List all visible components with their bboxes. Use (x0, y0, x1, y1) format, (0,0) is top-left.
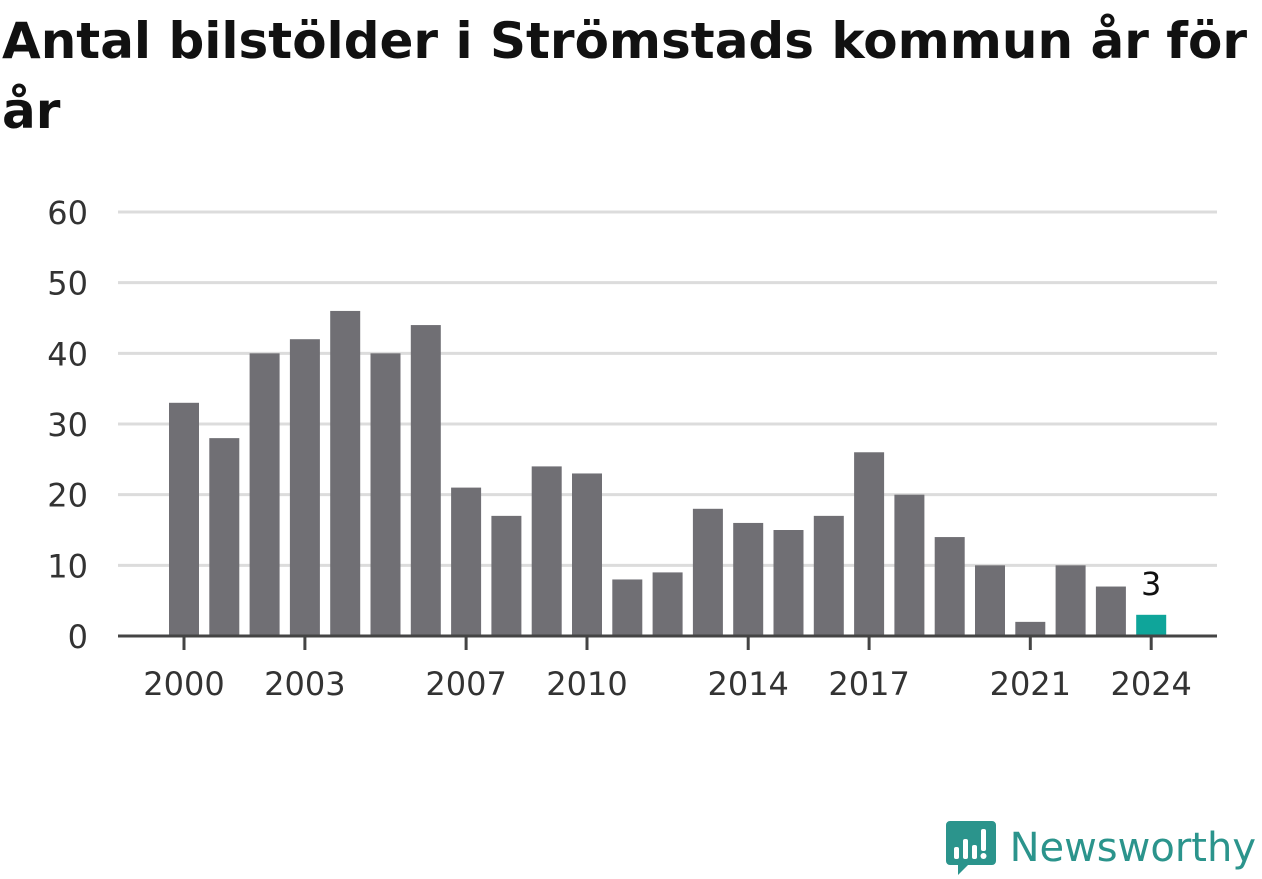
data-label: 3 (1141, 565, 1161, 603)
bar (289, 339, 320, 636)
bar (894, 494, 925, 636)
newsworthy-logo-icon (945, 821, 996, 875)
bar (692, 508, 723, 636)
bar (1095, 586, 1126, 636)
bar (773, 530, 804, 636)
x-tick-label: 2010 (546, 665, 627, 703)
bar (975, 565, 1005, 636)
y-tick-label: 10 (47, 547, 88, 585)
bar (330, 310, 361, 636)
x-axis-ticks: 2000 2003 2007 2010 2014 2017 2021 2024 (143, 636, 1192, 703)
y-tick-label: 20 (47, 477, 88, 515)
bar (169, 402, 199, 636)
bar (854, 452, 885, 636)
bar (209, 438, 240, 636)
bar (249, 353, 280, 636)
bar (451, 487, 482, 636)
y-tick-label: 0 (68, 618, 88, 656)
chart-title: Antal bilstölder i Strömstads kommun år … (2, 12, 1248, 140)
x-tick-label: 2024 (1110, 665, 1191, 703)
brand-name: Newsworthy (1009, 825, 1256, 871)
brand-logo: Newsworthy (945, 821, 1256, 875)
gridlines (118, 210, 1217, 567)
bar (370, 353, 401, 636)
bar (733, 522, 764, 636)
x-tick-label: 2007 (425, 665, 506, 703)
y-tick-label: 60 (47, 194, 88, 232)
bar (491, 515, 522, 636)
x-tick-label: 2021 (990, 665, 1071, 703)
bar (531, 466, 562, 636)
bar (1015, 621, 1046, 636)
bars (169, 310, 1167, 636)
x-tick-label: 2000 (143, 665, 224, 703)
bar (1055, 565, 1086, 636)
x-tick-label: 2017 (828, 665, 909, 703)
x-tick-label: 2014 (707, 665, 788, 703)
annotations: 3 (1141, 565, 1161, 603)
y-tick-label: 50 (47, 265, 88, 303)
bar (934, 537, 965, 636)
y-axis-ticks: 0 10 20 30 40 50 60 (47, 194, 88, 656)
bar (410, 325, 441, 636)
y-tick-label: 30 (47, 406, 88, 444)
bar (652, 572, 683, 636)
bar (572, 473, 602, 636)
y-tick-label: 40 (47, 335, 88, 373)
x-tick-label: 2003 (264, 665, 345, 703)
bar (813, 515, 844, 636)
bar (612, 579, 643, 636)
bar-highlight (1136, 614, 1167, 636)
